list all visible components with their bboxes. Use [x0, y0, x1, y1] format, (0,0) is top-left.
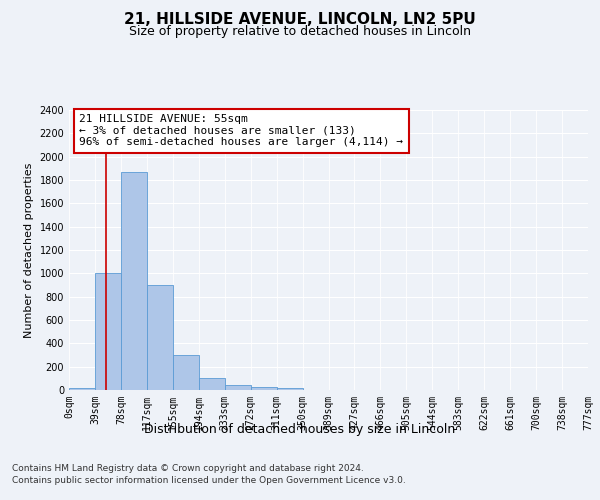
Bar — [69, 388, 95, 390]
Bar — [147, 285, 173, 390]
Text: Contains HM Land Registry data © Crown copyright and database right 2024.: Contains HM Land Registry data © Crown c… — [12, 464, 364, 473]
Bar — [95, 274, 121, 390]
Bar — [225, 386, 251, 390]
Text: 21, HILLSIDE AVENUE, LINCOLN, LN2 5PU: 21, HILLSIDE AVENUE, LINCOLN, LN2 5PU — [124, 12, 476, 28]
Bar — [121, 172, 147, 390]
Bar — [277, 388, 302, 390]
Bar — [173, 355, 199, 390]
Bar — [251, 387, 277, 390]
Text: 21 HILLSIDE AVENUE: 55sqm
← 3% of detached houses are smaller (133)
96% of semi-: 21 HILLSIDE AVENUE: 55sqm ← 3% of detach… — [79, 114, 403, 148]
Bar — [199, 378, 224, 390]
Text: Contains public sector information licensed under the Open Government Licence v3: Contains public sector information licen… — [12, 476, 406, 485]
Text: Distribution of detached houses by size in Lincoln: Distribution of detached houses by size … — [145, 422, 455, 436]
Text: Size of property relative to detached houses in Lincoln: Size of property relative to detached ho… — [129, 25, 471, 38]
Y-axis label: Number of detached properties: Number of detached properties — [24, 162, 34, 338]
